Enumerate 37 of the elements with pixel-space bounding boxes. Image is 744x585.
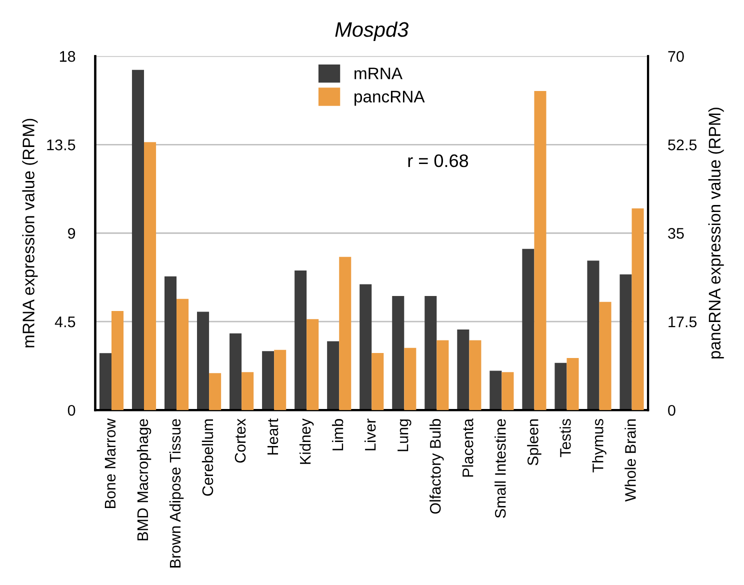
y2-tick-label: 35 [668, 228, 684, 239]
x-tick-label: Olfactory Bulb [430, 419, 444, 514]
x-tick-label: Bone Marrow [104, 418, 116, 508]
y-tick-label: 9 [68, 228, 76, 239]
x-tick-label: Lung [398, 419, 412, 452]
x-tick-label: Thymus [592, 418, 606, 472]
bar [197, 312, 210, 410]
x-tick-label: Testis [560, 418, 571, 458]
bar [360, 284, 372, 410]
x-tick-label: Kidney [299, 418, 314, 464]
y-tick-label: 13.5 [47, 140, 76, 150]
x-tick-label: Cortex [234, 418, 246, 463]
x-tick-label: Small Intestine [494, 419, 506, 518]
x-tick-label: Brown Adipose Tissue [169, 419, 184, 568]
x-tick-label: Spleen [527, 419, 542, 466]
x-tick-label: Cerebellum [202, 419, 214, 496]
y2-tick-label: 17.5 [668, 316, 697, 328]
y2-tick-label: 0 [668, 404, 676, 416]
x-tick-label: BMD Macrophage [136, 419, 152, 540]
chart-title: Mospd3 [335, 22, 409, 42]
annotation: r = 0.68 [408, 154, 468, 168]
x-tick-label: Liver [364, 418, 376, 450]
legend-label: pancRNA [354, 90, 425, 106]
y-tick-label: 18 [60, 51, 76, 62]
legend-label: mRNA [354, 68, 403, 80]
x-tick-label: Heart [268, 418, 278, 455]
y2-tick-label: 52.5 [668, 140, 697, 150]
y2-tick-label: 70 [668, 51, 684, 62]
y2-axis-title: pancRNA expression value (RPM) [708, 108, 724, 358]
y-axis-title: mRNA expression value (RPM) [22, 118, 38, 348]
x-tick-label: Placenta [462, 418, 474, 477]
y-tick-label: 4.5 [54, 316, 76, 328]
x-tick-label: Limb [332, 419, 344, 450]
bar [339, 256, 352, 410]
y-tick-label: 0 [68, 404, 76, 416]
bar [230, 333, 242, 410]
x-tick-label: Whole Brain [624, 419, 636, 502]
